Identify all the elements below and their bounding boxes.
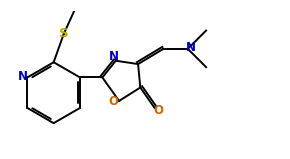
Text: N: N bbox=[186, 41, 196, 54]
Text: S: S bbox=[59, 27, 69, 40]
Text: O: O bbox=[154, 104, 164, 117]
Text: N: N bbox=[18, 70, 28, 83]
Text: O: O bbox=[108, 95, 118, 108]
Text: N: N bbox=[109, 50, 119, 63]
